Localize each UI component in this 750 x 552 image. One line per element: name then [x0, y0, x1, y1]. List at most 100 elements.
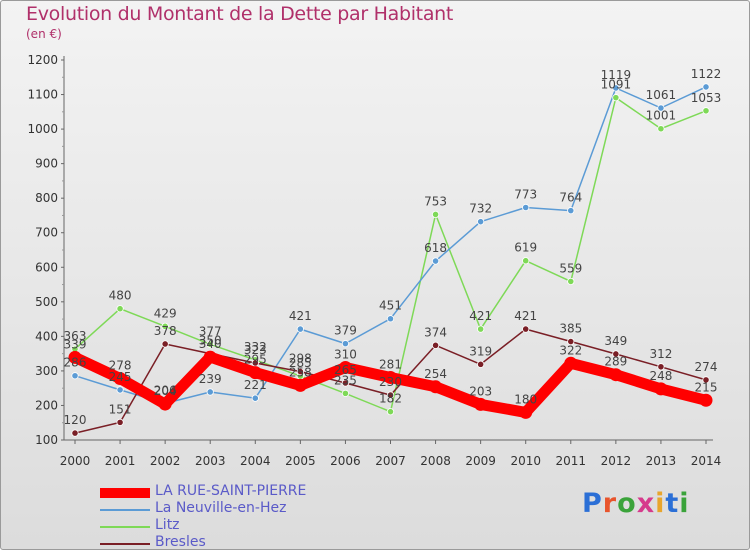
data-label: 203 [469, 384, 492, 398]
data-point [386, 391, 395, 399]
data-point [612, 94, 620, 102]
data-label: 221 [244, 378, 267, 392]
data-label: 258 [289, 365, 312, 379]
data-point [477, 360, 485, 368]
data-point [251, 394, 259, 402]
data-point [564, 356, 578, 370]
data-point [474, 397, 488, 411]
y-tick-label: 800 [35, 191, 58, 205]
data-label: 363 [64, 329, 87, 343]
y-tick-label: 1000 [27, 122, 58, 136]
data-label: 265 [334, 363, 357, 377]
data-label: 559 [559, 261, 582, 275]
x-tick-label: 2013 [646, 454, 677, 468]
x-tick-label: 2014 [691, 454, 722, 468]
data-label: 340 [199, 337, 222, 351]
data-label: 339 [64, 337, 87, 351]
legend-label: La Neuville-en-Hez [155, 500, 287, 516]
data-label: 480 [109, 289, 132, 303]
y-tick-label: 1200 [27, 53, 58, 67]
x-tick-label: 2001 [105, 454, 136, 468]
data-point [477, 218, 485, 226]
data-label: 235 [334, 373, 357, 387]
data-label: 180 [514, 392, 537, 406]
x-tick-label: 2000 [60, 454, 91, 468]
x-tick-label: 2002 [150, 454, 181, 468]
data-point [702, 107, 710, 115]
x-tick-label: 2004 [240, 454, 271, 468]
data-label: 732 [469, 202, 492, 216]
data-label: 619 [514, 241, 537, 255]
data-label: 120 [64, 413, 87, 427]
data-label: 289 [604, 355, 627, 369]
data-point [477, 325, 485, 333]
y-tick-label: 600 [35, 260, 58, 274]
data-label: 204 [154, 384, 177, 398]
y-tick-label: 200 [35, 398, 58, 412]
data-point [431, 341, 440, 349]
data-point [386, 315, 395, 323]
chart-subtitle: (en €) [26, 27, 62, 41]
data-point [612, 84, 620, 92]
data-label: 421 [289, 309, 312, 323]
data-point [116, 386, 124, 394]
x-tick-label: 2012 [601, 454, 632, 468]
data-point [384, 370, 397, 384]
data-point [702, 83, 710, 91]
data-label: 245 [109, 370, 132, 384]
data-label: 378 [154, 324, 177, 338]
y-tick-label: 700 [35, 226, 58, 240]
data-label: 332 [244, 340, 267, 354]
data-point [431, 257, 440, 265]
data-label: 319 [469, 344, 492, 358]
data-label: 254 [424, 367, 447, 381]
data-point [341, 379, 350, 387]
x-tick-label: 2003 [195, 454, 226, 468]
data-label: 773 [514, 188, 537, 202]
data-label: 215 [695, 380, 718, 394]
data-point [522, 257, 530, 265]
data-label: 322 [559, 343, 582, 357]
data-point [341, 389, 350, 397]
data-point [341, 340, 350, 348]
data-point [657, 363, 665, 371]
x-tick-label: 2005 [285, 454, 316, 468]
data-label: 206 [154, 383, 177, 397]
data-point [522, 203, 530, 212]
x-tick-label: 2007 [375, 454, 406, 468]
data-label: 312 [649, 347, 672, 361]
data-point [293, 378, 307, 392]
data-label: 374 [424, 325, 447, 339]
chart-axes: 100 200 300 400 500 600 700 800 900 1000 1100 1200 2… [27, 53, 721, 468]
data-label: 1119 [601, 68, 632, 82]
data-point [429, 380, 443, 394]
data-label: 281 [379, 357, 402, 371]
data-label: 377 [199, 324, 222, 338]
data-label: 1061 [646, 88, 677, 102]
data-label: 151 [109, 402, 132, 416]
data-point [248, 366, 262, 380]
data-label: 1001 [646, 109, 677, 123]
x-tick-label: 2006 [330, 454, 361, 468]
data-label: 248 [649, 369, 672, 383]
legend-swatch [100, 488, 150, 498]
data-label: 286 [64, 356, 87, 370]
data-point [702, 376, 710, 384]
data-label: 764 [559, 191, 582, 205]
y-tick-label: 1100 [27, 88, 58, 102]
y-tick-label: 900 [35, 157, 58, 171]
legend-label: Bresles [155, 534, 206, 550]
data-point [657, 125, 665, 133]
data-label: 1122 [691, 67, 722, 81]
data-point [161, 340, 169, 348]
data-point [116, 305, 124, 313]
data-point [699, 393, 713, 407]
chart-title: Evolution du Montant de la Dette par Hab… [26, 3, 454, 25]
data-point [654, 382, 668, 396]
data-point [386, 408, 395, 416]
data-point [431, 210, 440, 219]
proxiti-logo: Proxiti [582, 488, 690, 519]
data-point [296, 325, 304, 333]
data-point [296, 367, 304, 376]
